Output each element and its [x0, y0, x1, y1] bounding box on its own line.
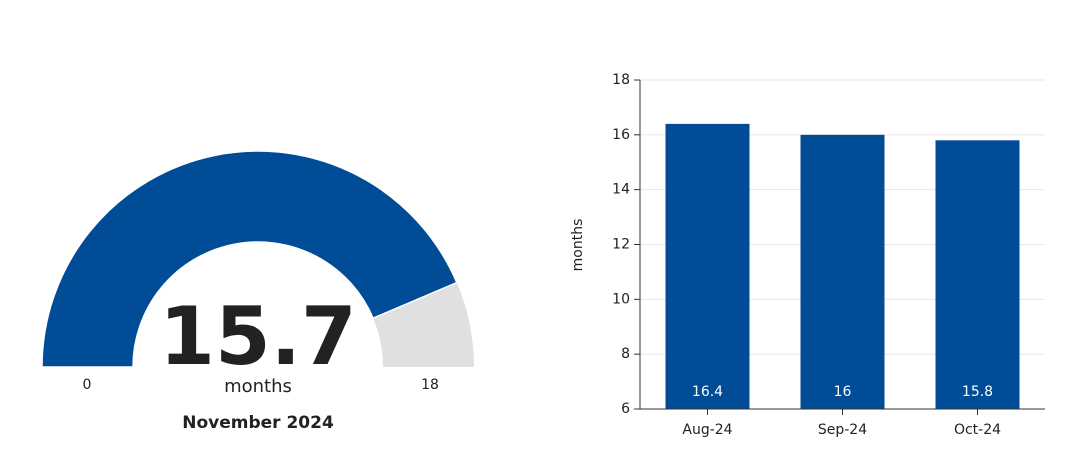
gauge-subtitle: November 2024 — [182, 413, 334, 433]
y-axis-label: months — [570, 219, 586, 272]
y-tick-label: 8 — [621, 346, 630, 362]
x-tick-label: Aug-24 — [682, 422, 732, 438]
gauge-min: 0 — [83, 377, 92, 393]
x-tick-label: Sep-24 — [818, 422, 867, 438]
y-tick-label: 16 — [612, 127, 630, 143]
value-label: 15.8 — [962, 384, 993, 400]
y-tick-label: 14 — [612, 182, 630, 198]
gauge-value: 15.7 — [159, 290, 356, 383]
gauge-value-arc — [41, 150, 458, 368]
gauge-max: 18 — [421, 377, 439, 393]
value-label: 16.4 — [692, 384, 723, 400]
bar — [665, 123, 750, 409]
y-tick-label: 6 — [621, 401, 630, 417]
bar — [800, 134, 885, 410]
x-tick-label: Oct-24 — [954, 422, 1001, 438]
y-tick-label: 12 — [612, 237, 630, 253]
value-label: 16 — [834, 384, 852, 400]
bar — [935, 140, 1020, 410]
y-tick-label: 18 — [612, 72, 630, 88]
y-tick-label: 10 — [612, 291, 630, 307]
gauge-unit: months — [224, 376, 292, 397]
